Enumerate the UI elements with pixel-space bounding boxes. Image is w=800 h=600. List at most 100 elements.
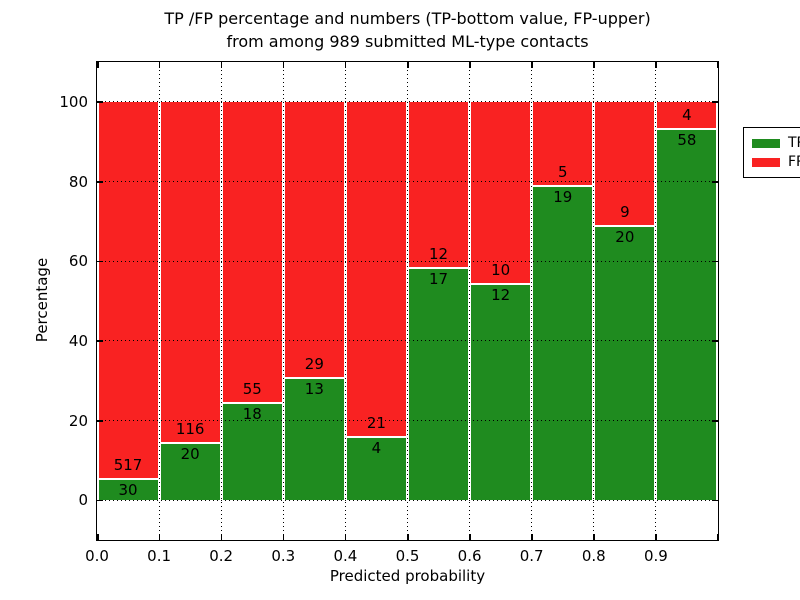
bar-fp-segment [409, 101, 469, 267]
y-tick-left [97, 181, 103, 183]
bar-tp-segment [657, 127, 717, 501]
tp-count-label: 17 [429, 269, 449, 288]
x-tick-label: 0.6 [457, 547, 482, 565]
x-tick-bottom [593, 534, 595, 540]
y-tick-label: 80 [68, 172, 88, 191]
x-tick-label: 0.3 [271, 547, 296, 565]
bar-fp-segment [284, 101, 344, 377]
fp-count-label: 116 [175, 419, 205, 438]
bar-tp-segment [409, 266, 469, 501]
x-tick-label: 0.0 [85, 547, 109, 565]
v-gridline [407, 62, 408, 540]
y-tick-label: 0 [78, 491, 88, 510]
y-tick-left [97, 101, 103, 103]
fp-count-label: 55 [242, 379, 262, 398]
chart-title-line1: TP /FP percentage and numbers (TP-bottom… [164, 9, 651, 28]
tp-count-label: 4 [371, 439, 382, 458]
v-gridline [655, 62, 657, 540]
bar-tp-segment [533, 184, 593, 501]
x-tick-label: 0.9 [643, 547, 668, 565]
x-tick-label: 0.5 [395, 547, 420, 565]
bar-fp-segment [657, 101, 717, 128]
x-tick-bottom [407, 534, 409, 540]
tp-count-label: 20 [615, 228, 635, 247]
bar-fp-segment [222, 101, 282, 402]
legend-entry-tp: TP [752, 134, 800, 153]
bar-tp-segment [222, 401, 282, 501]
tp-count-label: 12 [491, 285, 511, 304]
x-tick-top [220, 62, 223, 68]
y-tick-left [97, 420, 103, 422]
x-tick-label: 0.8 [581, 547, 606, 565]
bar-fp-segment [595, 101, 655, 226]
bar-tp-segment [595, 225, 655, 501]
legend: TP FP [743, 127, 800, 178]
bar-fp-segment [346, 101, 406, 437]
x-axis-label: Predicted probability [329, 567, 486, 585]
bar-fp-segment [98, 101, 158, 479]
y-tick-right [712, 181, 718, 183]
fp-count-label: 21 [366, 414, 386, 433]
x-tick-bottom [97, 534, 99, 540]
fp-count-label: 10 [491, 260, 511, 279]
fp-count-label: 517 [113, 456, 143, 475]
y-tick-label: 60 [68, 252, 88, 271]
tp-count-label: 20 [180, 444, 200, 463]
y-tick-right [712, 101, 718, 103]
x-tick-bottom [158, 534, 161, 540]
y-tick-label: 100 [59, 92, 88, 111]
fp-count-label: 4 [682, 105, 692, 124]
x-tick-top [344, 62, 347, 68]
y-tick-left [97, 260, 103, 263]
x-tick-label: 0.7 [519, 547, 544, 565]
tp-count-label: 30 [118, 481, 138, 500]
x-tick-top [282, 62, 285, 68]
plot-area: 517 30 116 20 55 18 29 13 21 4 12 17 10 12 5 19 9 20 4 58 T… [96, 61, 800, 541]
x-tick-bottom [469, 534, 471, 540]
bar-fp-segment [160, 101, 220, 442]
y-tick-left [97, 340, 103, 342]
y-tick-right [712, 420, 718, 422]
bar-tp-segment [346, 436, 406, 501]
tp-count-label: 19 [553, 187, 573, 206]
x-tick-bottom [220, 534, 223, 540]
bar-tp-segment [98, 478, 158, 501]
x-tick-bottom [531, 534, 533, 540]
legend-label-tp: TP [788, 135, 800, 151]
x-tick-top [593, 62, 595, 68]
tp-swatch [752, 139, 780, 148]
x-tick-bottom [344, 534, 347, 540]
x-tick-label: 0.2 [209, 547, 234, 565]
v-gridline [158, 62, 160, 540]
y-tick-right [712, 340, 718, 342]
chart-title-line2: from among 989 submitted ML-type contact… [226, 32, 589, 52]
bar-fp-segment [533, 101, 593, 185]
x-tick-top [655, 62, 657, 68]
y-tick-label: 20 [68, 411, 88, 430]
v-gridline [282, 62, 284, 540]
bars-layer [97, 62, 718, 540]
x-tick-top [531, 62, 533, 68]
legend-entry-fp: FP [752, 153, 800, 172]
bar-tp-segment [284, 376, 344, 501]
x-tick-label: 0.1 [147, 547, 172, 565]
fp-count-label: 9 [620, 203, 630, 222]
fp-count-label: 5 [557, 162, 568, 181]
gridlines-layer [97, 62, 718, 540]
tp-count-label: 58 [677, 130, 697, 149]
tp-count-label: 18 [242, 404, 262, 423]
x-tick-top [158, 62, 161, 68]
bar-tp-segment [160, 441, 220, 501]
v-gridline [220, 62, 222, 540]
fp-swatch [752, 158, 780, 167]
bar-labels-layer: 517 30 116 20 55 18 29 13 21 4 12 17 10 12 5 19 9 20 4 58 [97, 62, 718, 540]
x-tick-top [407, 62, 409, 68]
fp-count-label: 12 [429, 244, 449, 263]
x-tick-bottom [716, 534, 718, 540]
v-gridline [469, 62, 471, 540]
bar-fp-segment [471, 101, 531, 283]
ticks-layer [97, 62, 718, 540]
v-gridline [344, 62, 346, 540]
x-tick-bottom [655, 534, 657, 540]
